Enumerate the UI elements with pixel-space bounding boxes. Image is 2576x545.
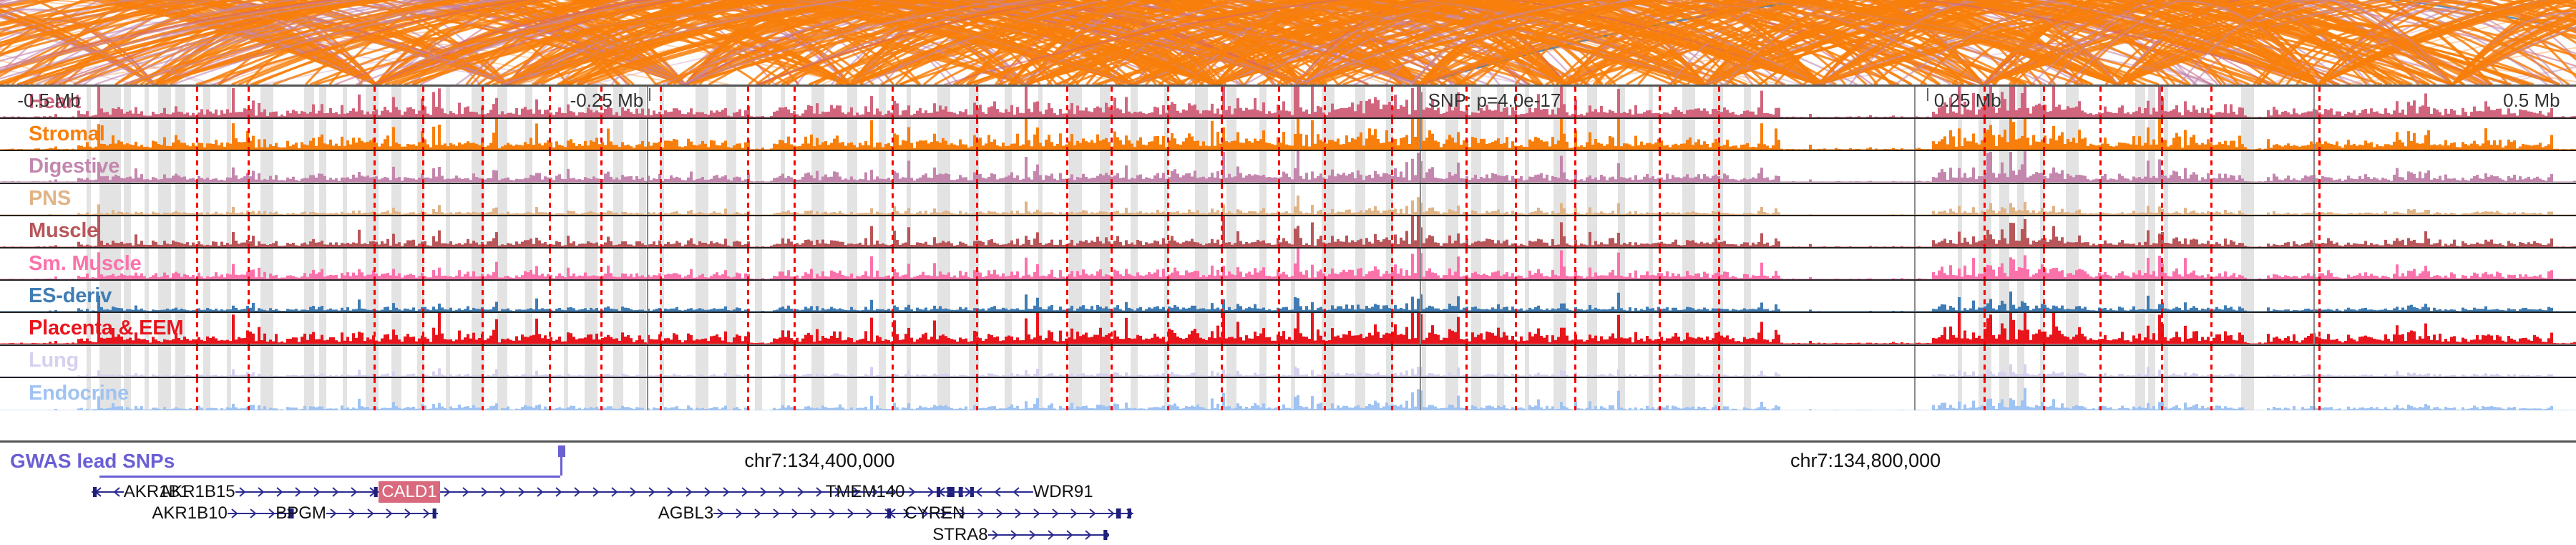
coordinate-label-0: chr7:134,400,000 — [744, 450, 895, 471]
signal-area — [0, 313, 2576, 344]
signal-track-endocrine[interactable]: Endocrine — [0, 377, 2576, 410]
gwas-lead-snps-label: GWAS lead SNPs — [10, 450, 175, 472]
gene-body — [713, 507, 1133, 520]
gwas-lead-snp-marker[interactable] — [558, 445, 565, 457]
gene-akr1b1[interactable]: AKR1B1 — [91, 481, 190, 502]
gene-label: AGBL3 — [658, 503, 714, 523]
gwas-connector-line — [99, 476, 560, 478]
gene-body — [235, 486, 380, 498]
gene-label: AKR1B1 — [123, 481, 190, 501]
signal-area — [0, 387, 2576, 410]
signal-area — [0, 151, 2576, 183]
gene-body — [987, 529, 1109, 541]
gene-label: TMEM140 — [825, 481, 905, 501]
gene-body — [935, 486, 1033, 498]
gene-stra8[interactable]: STRA8 — [932, 524, 1109, 545]
track-label-muscle: Muscle — [29, 219, 99, 243]
track-label-sm-muscle: Sm. Muscle — [29, 251, 142, 275]
gene-label: STRA8 — [932, 524, 988, 544]
gene-label: CALD1 — [379, 481, 440, 503]
chromatin-loop-arcs — [0, 0, 2576, 85]
signal-area — [0, 87, 2576, 118]
signal-track-es-deriv[interactable]: ES-deriv — [0, 281, 2576, 314]
axis-tick-mark-1 — [649, 88, 651, 101]
track-label-stromal: Stromal — [29, 122, 105, 145]
signal-track-sm-muscle[interactable]: Sm. Muscle — [0, 248, 2576, 281]
gene-bpgm[interactable]: BPGM — [275, 503, 439, 524]
gene-body — [227, 507, 296, 520]
track-label-es-deriv: ES-deriv — [29, 284, 112, 307]
signal-area — [0, 119, 2576, 150]
gene-label: BPGM — [275, 503, 326, 523]
signal-track-stromal[interactable]: Stromal — [0, 119, 2576, 152]
gene-label: CYREN — [904, 503, 965, 523]
axis-tick-label-0: -0.5 Mb — [17, 90, 81, 111]
gene-wdr91[interactable]: WDR91 — [935, 481, 1093, 502]
signal-track-heart[interactable]: -0.5 Mb -0.25 Mb 0.25 Mb 0.5 Mb SNP: p=4.0e-… — [0, 87, 2576, 120]
track-label-heart: Heart — [29, 90, 82, 113]
signal-area — [0, 248, 2576, 280]
track-label-placenta-eem: Placenta & EEM — [29, 316, 184, 339]
gene-akr1b10[interactable]: AKR1B10 — [152, 503, 296, 524]
signal-track-stack: -0.5 Mb -0.25 Mb 0.25 Mb 0.5 Mb SNP: p=4.0e-… — [0, 85, 2576, 443]
axis-tick-mark-2 — [1926, 88, 1928, 101]
gwas-connector-stem — [560, 457, 562, 476]
gene-body — [326, 507, 439, 520]
gene-agbl3[interactable]: AGBL3 — [658, 503, 1133, 524]
track-label-pns: PNS — [29, 186, 72, 210]
track-label-endocrine: Endocrine — [29, 382, 129, 405]
signal-track-muscle[interactable]: Muscle — [0, 216, 2576, 249]
signal-area — [0, 364, 2576, 377]
gene-label: AKR1B10 — [152, 503, 228, 523]
gene-body — [886, 507, 905, 520]
axis-tick-label-1: -0.25 Mb — [570, 90, 644, 111]
gene-label: AKR1B15 — [160, 481, 235, 501]
signal-track-pns[interactable]: PNS — [0, 183, 2576, 216]
signal-area — [0, 216, 2576, 247]
gene-annotation-panel: GWAS lead SNPs chr7:134,400,000 chr7:134,… — [0, 444, 2576, 544]
gene-akr1b15[interactable]: AKR1B15 — [160, 481, 380, 502]
track-label-digestive: Digestive — [29, 154, 120, 178]
signal-area — [0, 195, 2576, 215]
track-label-lung: Lung — [29, 348, 79, 372]
signal-track-placenta-eem[interactable]: Placenta & EEM — [0, 313, 2576, 346]
gene-body — [91, 486, 124, 498]
signal-track-lung[interactable]: Lung — [0, 345, 2576, 378]
axis-tick-label-3: 0.5 Mb — [2503, 90, 2560, 111]
gene-label: WDR91 — [1033, 481, 1093, 501]
coordinate-label-1: chr7:134,800,000 — [1790, 450, 1941, 471]
loop-arc-canvas — [0, 0, 2576, 85]
gene-cyren[interactable]: CYREN — [886, 503, 965, 524]
snp-pvalue-annotation: SNP: p=4.0e-17 — [1428, 90, 1561, 111]
signal-track-digestive[interactable]: Digestive — [0, 151, 2576, 184]
signal-area — [0, 291, 2576, 312]
